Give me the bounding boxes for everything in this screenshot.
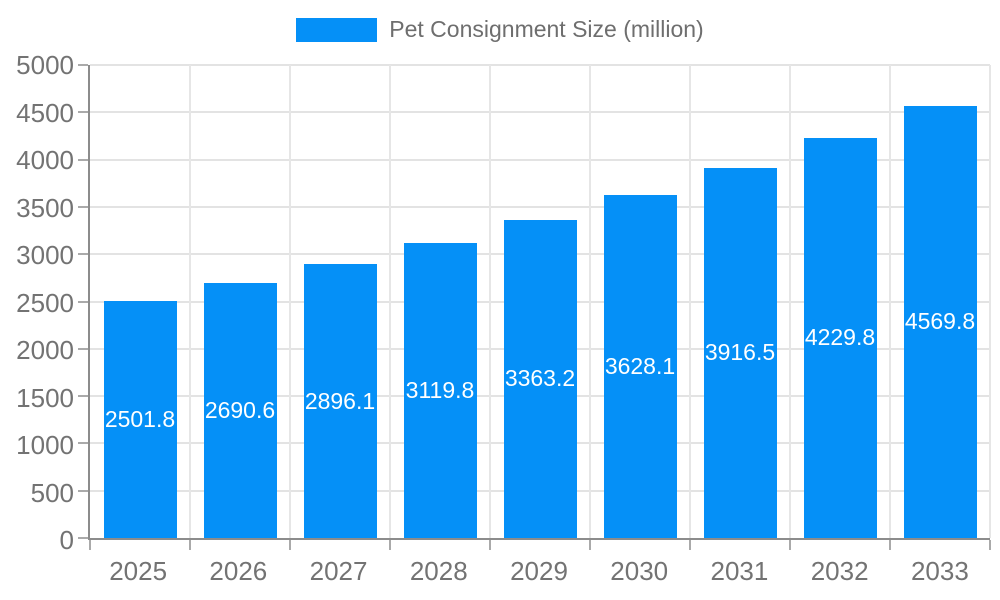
y-axis-tick-label: 1500 bbox=[16, 382, 74, 413]
x-axis-tick bbox=[989, 540, 991, 550]
x-axis-tick-label: 2027 bbox=[309, 556, 368, 586]
bar-value-label: 3916.5 bbox=[704, 339, 776, 366]
h-gridline bbox=[90, 111, 990, 114]
y-axis-tick-label: 1000 bbox=[16, 430, 74, 460]
bar-2027: 2896.1 bbox=[303, 264, 377, 538]
bar-value-label: 4569.8 bbox=[904, 308, 976, 335]
bar-slot: 4229.8 bbox=[790, 65, 890, 538]
x-axis: 2025 2026 2027 2028 2029 2030 2031 2032 2033 bbox=[88, 556, 990, 587]
bar-slot: 3119.8 bbox=[390, 65, 490, 538]
x-axis-tick bbox=[388, 540, 391, 550]
y-axis-tick bbox=[78, 395, 88, 398]
y-axis-tick-label: 4000 bbox=[16, 145, 74, 175]
y-axis-tick bbox=[78, 300, 88, 303]
bar-value-label: 2896.1 bbox=[304, 387, 376, 414]
x-axis-tick-label: 2033 bbox=[910, 556, 969, 586]
v-gridline bbox=[789, 65, 791, 538]
h-gridline bbox=[90, 158, 990, 161]
legend-label: Pet Consignment Size (million) bbox=[389, 16, 704, 42]
x-axis-tick-label: 2029 bbox=[510, 556, 568, 586]
y-axis-tick bbox=[78, 537, 88, 539]
x-axis-tick-label: 2026 bbox=[209, 556, 268, 586]
bar-value-label: 3628.1 bbox=[604, 352, 676, 379]
x-axis-tick bbox=[789, 540, 791, 550]
y-axis-tick bbox=[78, 347, 88, 350]
y-axis-tick-label: 2500 bbox=[16, 287, 74, 318]
y-axis-tick bbox=[78, 158, 88, 161]
bar-2028: 3119.8 bbox=[403, 242, 477, 538]
y-axis-tick bbox=[78, 205, 88, 208]
y-axis-tick bbox=[78, 111, 88, 114]
y-axis-tick bbox=[78, 253, 88, 256]
x-axis-tick-label: 2032 bbox=[810, 556, 869, 586]
y-axis-tick-label: 5000 bbox=[16, 50, 74, 80]
bar-2033: 4569.8 bbox=[903, 105, 977, 538]
v-gridline bbox=[388, 65, 391, 538]
y-axis-tick-label: 2000 bbox=[16, 335, 74, 365]
y-axis-tick bbox=[78, 442, 88, 445]
bar-slot: 3628.1 bbox=[590, 65, 690, 538]
bars: 2501.8 2690.6 2896.1 3119.8 3363.2 3628.1 3916… bbox=[90, 65, 990, 538]
plot-area: 2501.8 2690.6 2896.1 3119.8 3363.2 3628.1 3916… bbox=[78, 64, 991, 550]
bar-slot: 3916.5 bbox=[690, 65, 790, 538]
y-axis-tick-label: 0 bbox=[59, 525, 74, 555]
v-gridline bbox=[889, 65, 891, 538]
legend-item[interactable]: Pet Consignment Size (million) bbox=[296, 16, 704, 43]
bar-2032: 4229.8 bbox=[803, 137, 877, 538]
y-axis-tick-label: 3000 bbox=[16, 240, 74, 270]
bar-2031: 3916.5 bbox=[703, 167, 777, 538]
v-gridline bbox=[189, 65, 191, 538]
y-axis-tick bbox=[78, 64, 88, 66]
h-gridline bbox=[90, 64, 990, 66]
x-axis-tick bbox=[889, 540, 891, 550]
x-axis-tick bbox=[489, 540, 491, 550]
bar-slot: 2896.1 bbox=[290, 65, 390, 538]
bar-slot: 2501.8 bbox=[90, 65, 190, 538]
bar-value-label: 4229.8 bbox=[804, 324, 876, 351]
bar-slot: 2690.6 bbox=[190, 65, 290, 538]
h-gridline bbox=[90, 205, 990, 208]
y-axis-tick-label: 500 bbox=[30, 477, 74, 508]
x-axis-tick bbox=[589, 540, 591, 550]
x-axis-tick-label: 2031 bbox=[710, 556, 769, 586]
x-axis-tick bbox=[688, 540, 691, 550]
x-axis-tick bbox=[289, 540, 291, 550]
legend-swatch-icon bbox=[296, 17, 378, 42]
x-axis-tick-label: 2025 bbox=[109, 556, 168, 586]
bar-value-label: 2690.6 bbox=[204, 397, 276, 424]
v-gridline bbox=[989, 65, 991, 538]
bar-slot: 4569.8 bbox=[890, 65, 990, 538]
bar-2030: 3628.1 bbox=[603, 194, 677, 538]
bar-2026: 2690.6 bbox=[203, 283, 277, 538]
y-axis-tick bbox=[78, 489, 88, 492]
bar-value-label: 3119.8 bbox=[405, 376, 475, 403]
v-gridline bbox=[589, 65, 591, 538]
x-axis-tick bbox=[89, 540, 91, 550]
bar-2025: 2501.8 bbox=[103, 301, 177, 538]
bar-2029: 3363.2 bbox=[503, 219, 577, 538]
y-axis: 0 500 1000 1500 2000 2500 3000 3500 4000 4500 5000 bbox=[0, 52, 74, 553]
bar-slot: 3363.2 bbox=[490, 65, 590, 538]
v-gridline bbox=[489, 65, 491, 538]
x-axis-tick bbox=[189, 540, 191, 550]
v-gridline bbox=[688, 65, 691, 538]
v-gridline bbox=[289, 65, 291, 538]
legend: Pet Consignment Size (million) bbox=[0, 16, 1000, 43]
x-axis-tick-label: 2030 bbox=[610, 556, 669, 586]
bar-value-label: 3363.2 bbox=[504, 365, 576, 392]
x-axis-tick-label: 2028 bbox=[409, 556, 468, 586]
bar-value-label: 2501.8 bbox=[104, 406, 176, 433]
y-axis-tick-label: 4500 bbox=[16, 97, 74, 128]
y-axis-tick-label: 3500 bbox=[16, 192, 74, 223]
